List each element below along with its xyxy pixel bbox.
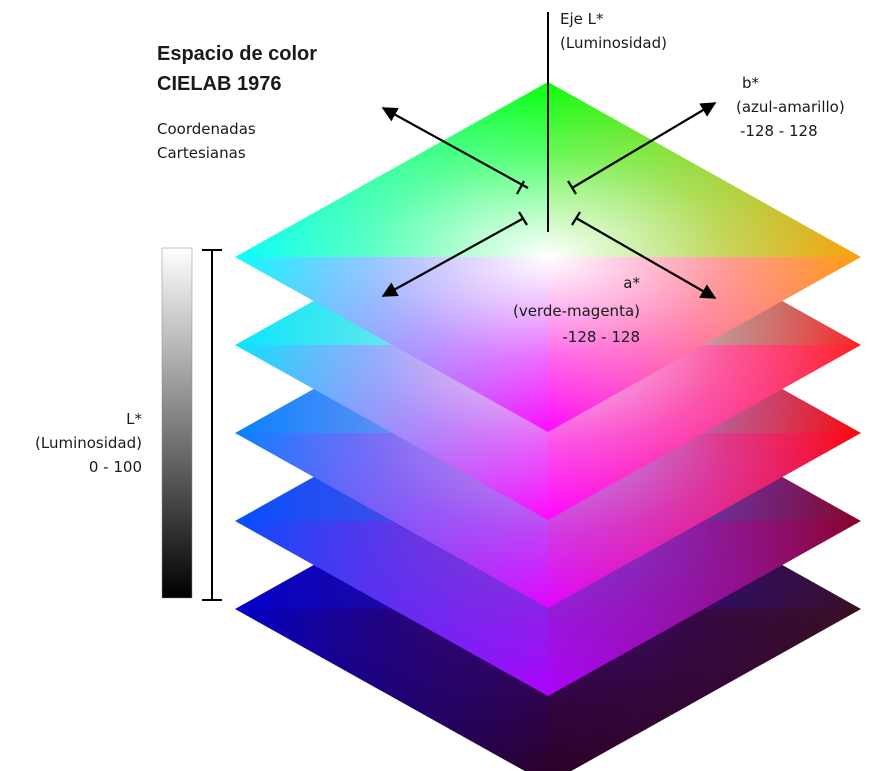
lightness-label-line3: 0 - 100 — [88, 458, 142, 476]
subtitle-line1: Coordenadas — [157, 120, 256, 138]
a-axis-label-line3: -128 - 128 — [562, 328, 640, 346]
subtitle-line2: Cartesianas — [157, 144, 246, 162]
lightness-bracket — [202, 249, 222, 601]
b-axis-label-line2: (azul-amarillo) — [736, 98, 845, 116]
arrow-lower-right — [575, 217, 717, 299]
arrow-upper-left — [381, 107, 529, 189]
l-axis-label-line1: Eje L* — [560, 10, 604, 28]
color-layer-1 — [235, 82, 861, 432]
lightness-label-line1: L* — [126, 410, 142, 428]
a-axis-label-line2: (verde-magenta) — [512, 302, 640, 320]
b-axis-label-line3: -128 - 128 — [740, 122, 818, 140]
lightness-label-line2: (Luminosidad) — [35, 434, 142, 452]
axis-arrows — [381, 102, 717, 299]
arrow-upper-right — [571, 102, 717, 189]
lightness-gradient-bar — [161, 247, 193, 599]
diagram-title-line2: CIELAB 1976 — [157, 73, 282, 95]
color-layers — [235, 82, 861, 771]
b-axis-label-line1: b* — [742, 74, 760, 92]
l-axis-label-line2: (Luminosidad) — [560, 34, 667, 52]
diagram-title-line1: Espacio de color — [157, 43, 318, 65]
arrow-lower-left — [381, 217, 525, 297]
a-axis-label-line1: a* — [623, 274, 640, 292]
